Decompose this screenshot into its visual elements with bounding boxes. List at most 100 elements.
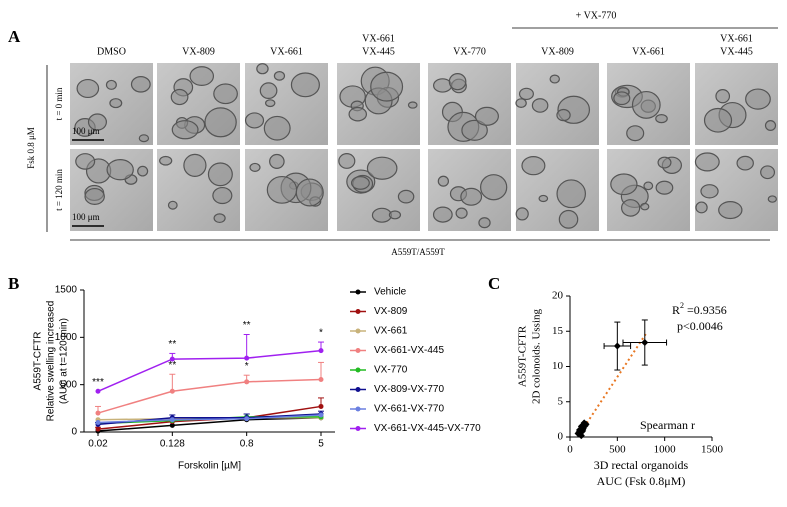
organoid	[189, 66, 215, 87]
point	[169, 422, 175, 428]
legend-marker	[355, 289, 361, 295]
y-tick-label: 5	[558, 395, 564, 407]
organoid	[159, 155, 173, 166]
x-axis-label: AUC (Fsk 0.8μM)	[597, 474, 686, 488]
organoid	[407, 101, 418, 109]
point	[318, 348, 324, 354]
organoid	[531, 98, 549, 113]
organoid	[455, 207, 468, 219]
organoid	[643, 181, 654, 191]
x-axis-label: Forskolin [µM]	[178, 461, 241, 472]
legend-marker	[355, 406, 361, 412]
organoid	[461, 119, 488, 141]
organoid	[538, 194, 549, 203]
legend-label: VX-661	[374, 326, 408, 337]
organoid	[558, 209, 579, 229]
series-line	[97, 414, 322, 424]
organoid	[521, 156, 546, 176]
y-axis-label: (AUC at t=120 min)	[59, 318, 70, 404]
method: Spearman r	[640, 418, 695, 432]
y-axis-label: A559T-CFTR	[33, 332, 44, 391]
x-tick-label: 0.8	[240, 439, 254, 450]
row-label: t = 0 min	[54, 87, 64, 120]
organoid	[266, 175, 298, 204]
series-line	[97, 349, 322, 392]
condition-label: Fsk 0.8 μM	[26, 127, 36, 169]
organoid	[700, 184, 719, 199]
y-tick-label: 15	[552, 325, 564, 337]
trendline	[577, 333, 647, 437]
point	[95, 426, 101, 432]
legend-label: Vehicle	[374, 287, 407, 298]
organoid	[213, 83, 238, 105]
legend-label: VX-661-VX-770	[374, 404, 444, 415]
organoid	[170, 88, 189, 106]
group-label: + VX-770	[576, 10, 617, 21]
organoid	[760, 165, 776, 180]
legend-label: VX-809	[374, 306, 408, 317]
point	[95, 410, 101, 416]
y-tick-label: 0	[558, 431, 564, 443]
r-squared: R2 =0.9356	[672, 301, 727, 317]
point	[318, 376, 324, 382]
organoid	[295, 178, 324, 207]
organoid	[515, 207, 529, 221]
organoid	[137, 165, 149, 177]
legend-marker	[355, 367, 361, 373]
organoid	[273, 71, 286, 81]
point	[582, 420, 590, 428]
significance: *	[319, 348, 323, 359]
column-label: VX-809	[541, 46, 574, 57]
legend-marker	[355, 309, 361, 314]
organoid	[167, 200, 178, 210]
point	[169, 388, 175, 394]
point	[169, 417, 175, 423]
column-label: VX-445	[720, 46, 753, 57]
organoid	[269, 153, 285, 169]
organoid	[626, 125, 645, 142]
legend-label: VX-809-VX-770	[374, 384, 444, 395]
r-squared-part: =0.9356	[684, 303, 727, 317]
organoid	[655, 113, 668, 124]
x-tick-label: 0.128	[160, 439, 185, 450]
organoid	[256, 63, 269, 75]
legend-marker	[355, 387, 361, 392]
organoid	[87, 113, 107, 131]
y-tick-label: 20	[552, 290, 564, 302]
organoid	[474, 106, 499, 126]
legend-label: VX-661-VX-445-VX-770	[374, 423, 481, 434]
y-tick-label: 1000	[55, 332, 78, 343]
organoid	[515, 98, 527, 108]
organoid	[437, 175, 450, 187]
scale-bar-label: 100 μm	[72, 126, 100, 136]
genotype-label: A559T/A559T	[391, 247, 445, 257]
organoid	[613, 91, 631, 106]
organoid	[259, 82, 278, 99]
significance: *	[319, 328, 323, 339]
panel-label: C	[488, 274, 500, 293]
x-tick-label: 1500	[701, 444, 724, 456]
organoid	[460, 187, 483, 206]
organoid	[736, 155, 754, 171]
organoid	[764, 120, 777, 132]
organoid	[657, 156, 672, 169]
point	[244, 379, 250, 385]
legend-label: VX-770	[374, 365, 408, 376]
organoid	[348, 106, 368, 122]
y-axis-label: 2D colonoids. Ussing	[531, 308, 543, 404]
organoid	[703, 107, 733, 133]
organoid	[480, 174, 508, 201]
organoid	[350, 176, 370, 190]
organoid	[478, 217, 491, 229]
organoid	[138, 134, 150, 143]
organoid	[84, 187, 105, 205]
point	[244, 416, 250, 422]
organoid	[556, 108, 571, 122]
point	[641, 339, 649, 347]
organoid	[371, 207, 392, 223]
legend-label: VX-661-VX-445	[374, 345, 444, 356]
organoid	[694, 152, 720, 172]
organoid	[109, 98, 123, 109]
organoid	[549, 74, 560, 84]
